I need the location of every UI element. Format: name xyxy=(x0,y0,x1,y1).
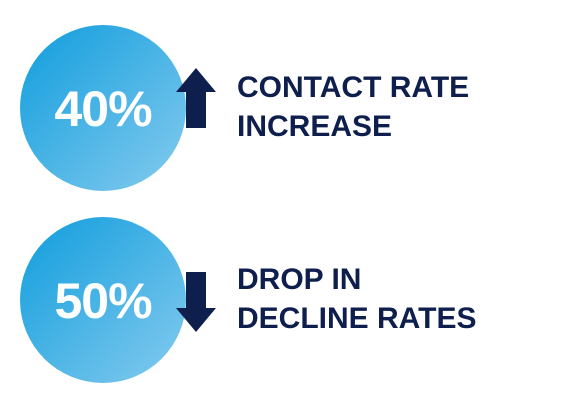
stat-item: 40% CONTACT RATE INCREASE xyxy=(20,25,469,191)
stat-list: 40% CONTACT RATE INCREASE 50% DROP IN DECLINE… xyxy=(20,25,476,383)
stat-circle xyxy=(20,25,186,191)
direction-arrow xyxy=(176,68,216,128)
direction-arrow xyxy=(176,272,216,332)
stat-label: DECLINE RATES xyxy=(237,302,476,335)
stat-item: 50% DROP IN DECLINE RATES xyxy=(20,217,476,383)
stat-value: 40% xyxy=(54,81,152,137)
stat-value: 50% xyxy=(54,273,152,329)
stat-circle xyxy=(20,217,186,383)
stat-label: CONTACT RATE xyxy=(237,71,469,104)
stat-label: DROP IN xyxy=(237,263,361,296)
stat-label: INCREASE xyxy=(237,110,392,143)
